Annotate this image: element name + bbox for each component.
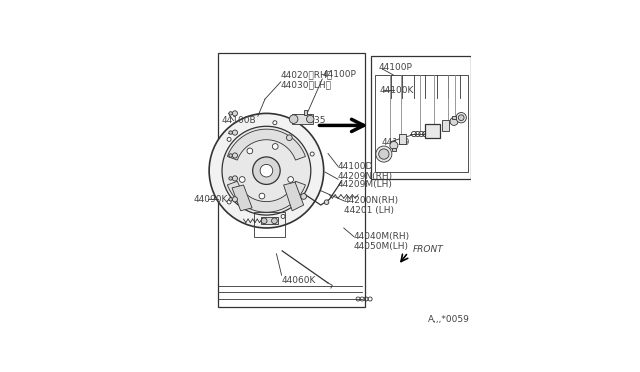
Text: 44209M(LH): 44209M(LH) — [338, 180, 393, 189]
Circle shape — [227, 200, 231, 204]
Circle shape — [222, 126, 311, 215]
Text: 44200N(RH): 44200N(RH) — [344, 196, 399, 205]
Circle shape — [260, 164, 273, 177]
Circle shape — [379, 149, 389, 159]
Bar — [375, 75, 468, 172]
Circle shape — [301, 193, 307, 199]
Circle shape — [324, 200, 329, 205]
Circle shape — [247, 148, 253, 154]
Circle shape — [281, 214, 285, 218]
Circle shape — [259, 193, 265, 199]
Circle shape — [232, 130, 237, 135]
Circle shape — [390, 141, 398, 150]
Circle shape — [229, 198, 232, 201]
Circle shape — [271, 218, 277, 224]
Circle shape — [232, 197, 237, 202]
Text: FRONT: FRONT — [413, 245, 444, 254]
Circle shape — [376, 146, 392, 162]
Bar — [218, 53, 365, 307]
Text: 44040M(RH): 44040M(RH) — [354, 232, 410, 241]
Bar — [371, 56, 470, 179]
Bar — [452, 116, 456, 119]
Circle shape — [450, 118, 458, 125]
Text: 44020〈RH〉: 44020〈RH〉 — [281, 70, 333, 79]
Circle shape — [239, 177, 245, 182]
Circle shape — [273, 144, 278, 149]
Text: 44100D: 44100D — [338, 162, 373, 171]
Bar — [399, 134, 406, 144]
Circle shape — [253, 157, 280, 185]
Text: 44100K: 44100K — [380, 86, 414, 95]
Bar — [253, 212, 285, 237]
Circle shape — [458, 115, 464, 121]
Bar — [426, 124, 440, 138]
Circle shape — [229, 112, 232, 115]
Circle shape — [232, 111, 237, 116]
Bar — [260, 217, 278, 224]
Circle shape — [261, 218, 267, 224]
Circle shape — [229, 131, 232, 134]
Polygon shape — [227, 129, 305, 160]
Text: 44100P: 44100P — [378, 63, 412, 72]
Text: 44090K: 44090K — [193, 195, 228, 204]
Bar — [292, 114, 313, 124]
Bar — [303, 110, 307, 115]
Circle shape — [273, 121, 277, 125]
Circle shape — [229, 177, 232, 180]
Circle shape — [307, 115, 314, 123]
Text: 44050M(LH): 44050M(LH) — [354, 241, 409, 250]
Bar — [392, 148, 396, 151]
Circle shape — [232, 176, 237, 181]
Circle shape — [310, 152, 314, 156]
Text: 44201 (LH): 44201 (LH) — [344, 206, 394, 215]
Circle shape — [456, 112, 467, 123]
Text: 44135: 44135 — [298, 116, 326, 125]
Polygon shape — [227, 181, 305, 212]
Circle shape — [209, 113, 324, 228]
Circle shape — [227, 137, 231, 141]
Circle shape — [287, 135, 292, 141]
Text: 44209N(RH): 44209N(RH) — [338, 172, 393, 181]
Bar — [442, 120, 449, 131]
Text: 44100B: 44100B — [221, 116, 256, 125]
Circle shape — [288, 177, 294, 182]
Text: 44100P: 44100P — [323, 70, 356, 79]
Circle shape — [229, 154, 232, 157]
Text: 44129: 44129 — [382, 138, 410, 147]
Polygon shape — [232, 185, 252, 211]
Text: 44030〈LH〉: 44030〈LH〉 — [281, 81, 332, 90]
Text: A,,,*0059: A,,,*0059 — [428, 315, 470, 324]
Circle shape — [289, 115, 298, 124]
Circle shape — [232, 153, 237, 158]
Polygon shape — [284, 182, 303, 211]
Text: 44060K: 44060K — [282, 276, 316, 285]
